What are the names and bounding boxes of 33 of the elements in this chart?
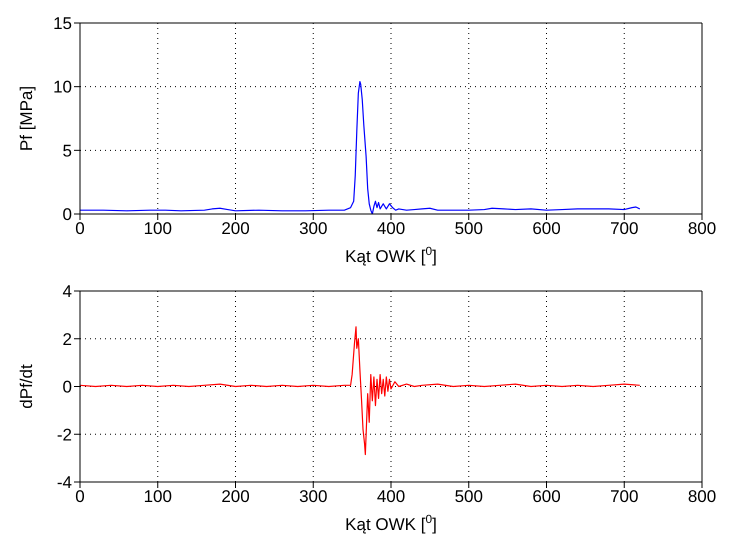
x-tick-label: 0 bbox=[75, 219, 85, 238]
x-tick-label: 600 bbox=[532, 219, 561, 238]
y-tick-label: 0 bbox=[62, 378, 72, 397]
x-tick-label: 700 bbox=[610, 219, 638, 238]
x-tick-label: 200 bbox=[221, 487, 250, 506]
x-tick-label: 400 bbox=[376, 219, 406, 238]
x-tick-label: 800 bbox=[688, 219, 716, 238]
y-axis-title: dPf/dt bbox=[17, 364, 36, 409]
line-series bbox=[80, 80, 640, 214]
y-tick-label: 10 bbox=[53, 78, 72, 97]
x-tick-label: 300 bbox=[299, 487, 328, 506]
y-tick-label: 15 bbox=[53, 14, 72, 34]
y-tick-label: 5 bbox=[62, 141, 72, 160]
x-tick-label: 500 bbox=[454, 487, 483, 506]
x-tick-label: 300 bbox=[299, 219, 328, 238]
y-axis-title: Pf [MPa] bbox=[17, 86, 36, 152]
x-tick-label: 700 bbox=[610, 487, 638, 506]
x-tick-label: 100 bbox=[144, 487, 172, 506]
x-tick-label: 0 bbox=[75, 487, 85, 506]
x-tick-label: 400 bbox=[376, 487, 406, 506]
x-tick-label: 500 bbox=[454, 219, 483, 238]
y-tick-label: 4 bbox=[62, 282, 72, 302]
x-tick-label: 800 bbox=[688, 487, 716, 506]
x-tick-label: 200 bbox=[221, 219, 250, 238]
x-tick-label: 600 bbox=[532, 487, 561, 506]
y-tick-label: -2 bbox=[56, 425, 72, 444]
y-tick-label: 2 bbox=[62, 330, 72, 349]
x-axis-title: Kąt OWK [$^{0}$] bbox=[345, 244, 437, 266]
x-axis-title: Kąt OWK [$^{0}$] bbox=[345, 512, 437, 534]
line-series bbox=[80, 326, 640, 456]
x-tick-label: 100 bbox=[144, 219, 172, 238]
y-tick-label: -4 bbox=[56, 473, 72, 492]
y-tick-label: 0 bbox=[62, 205, 72, 224]
